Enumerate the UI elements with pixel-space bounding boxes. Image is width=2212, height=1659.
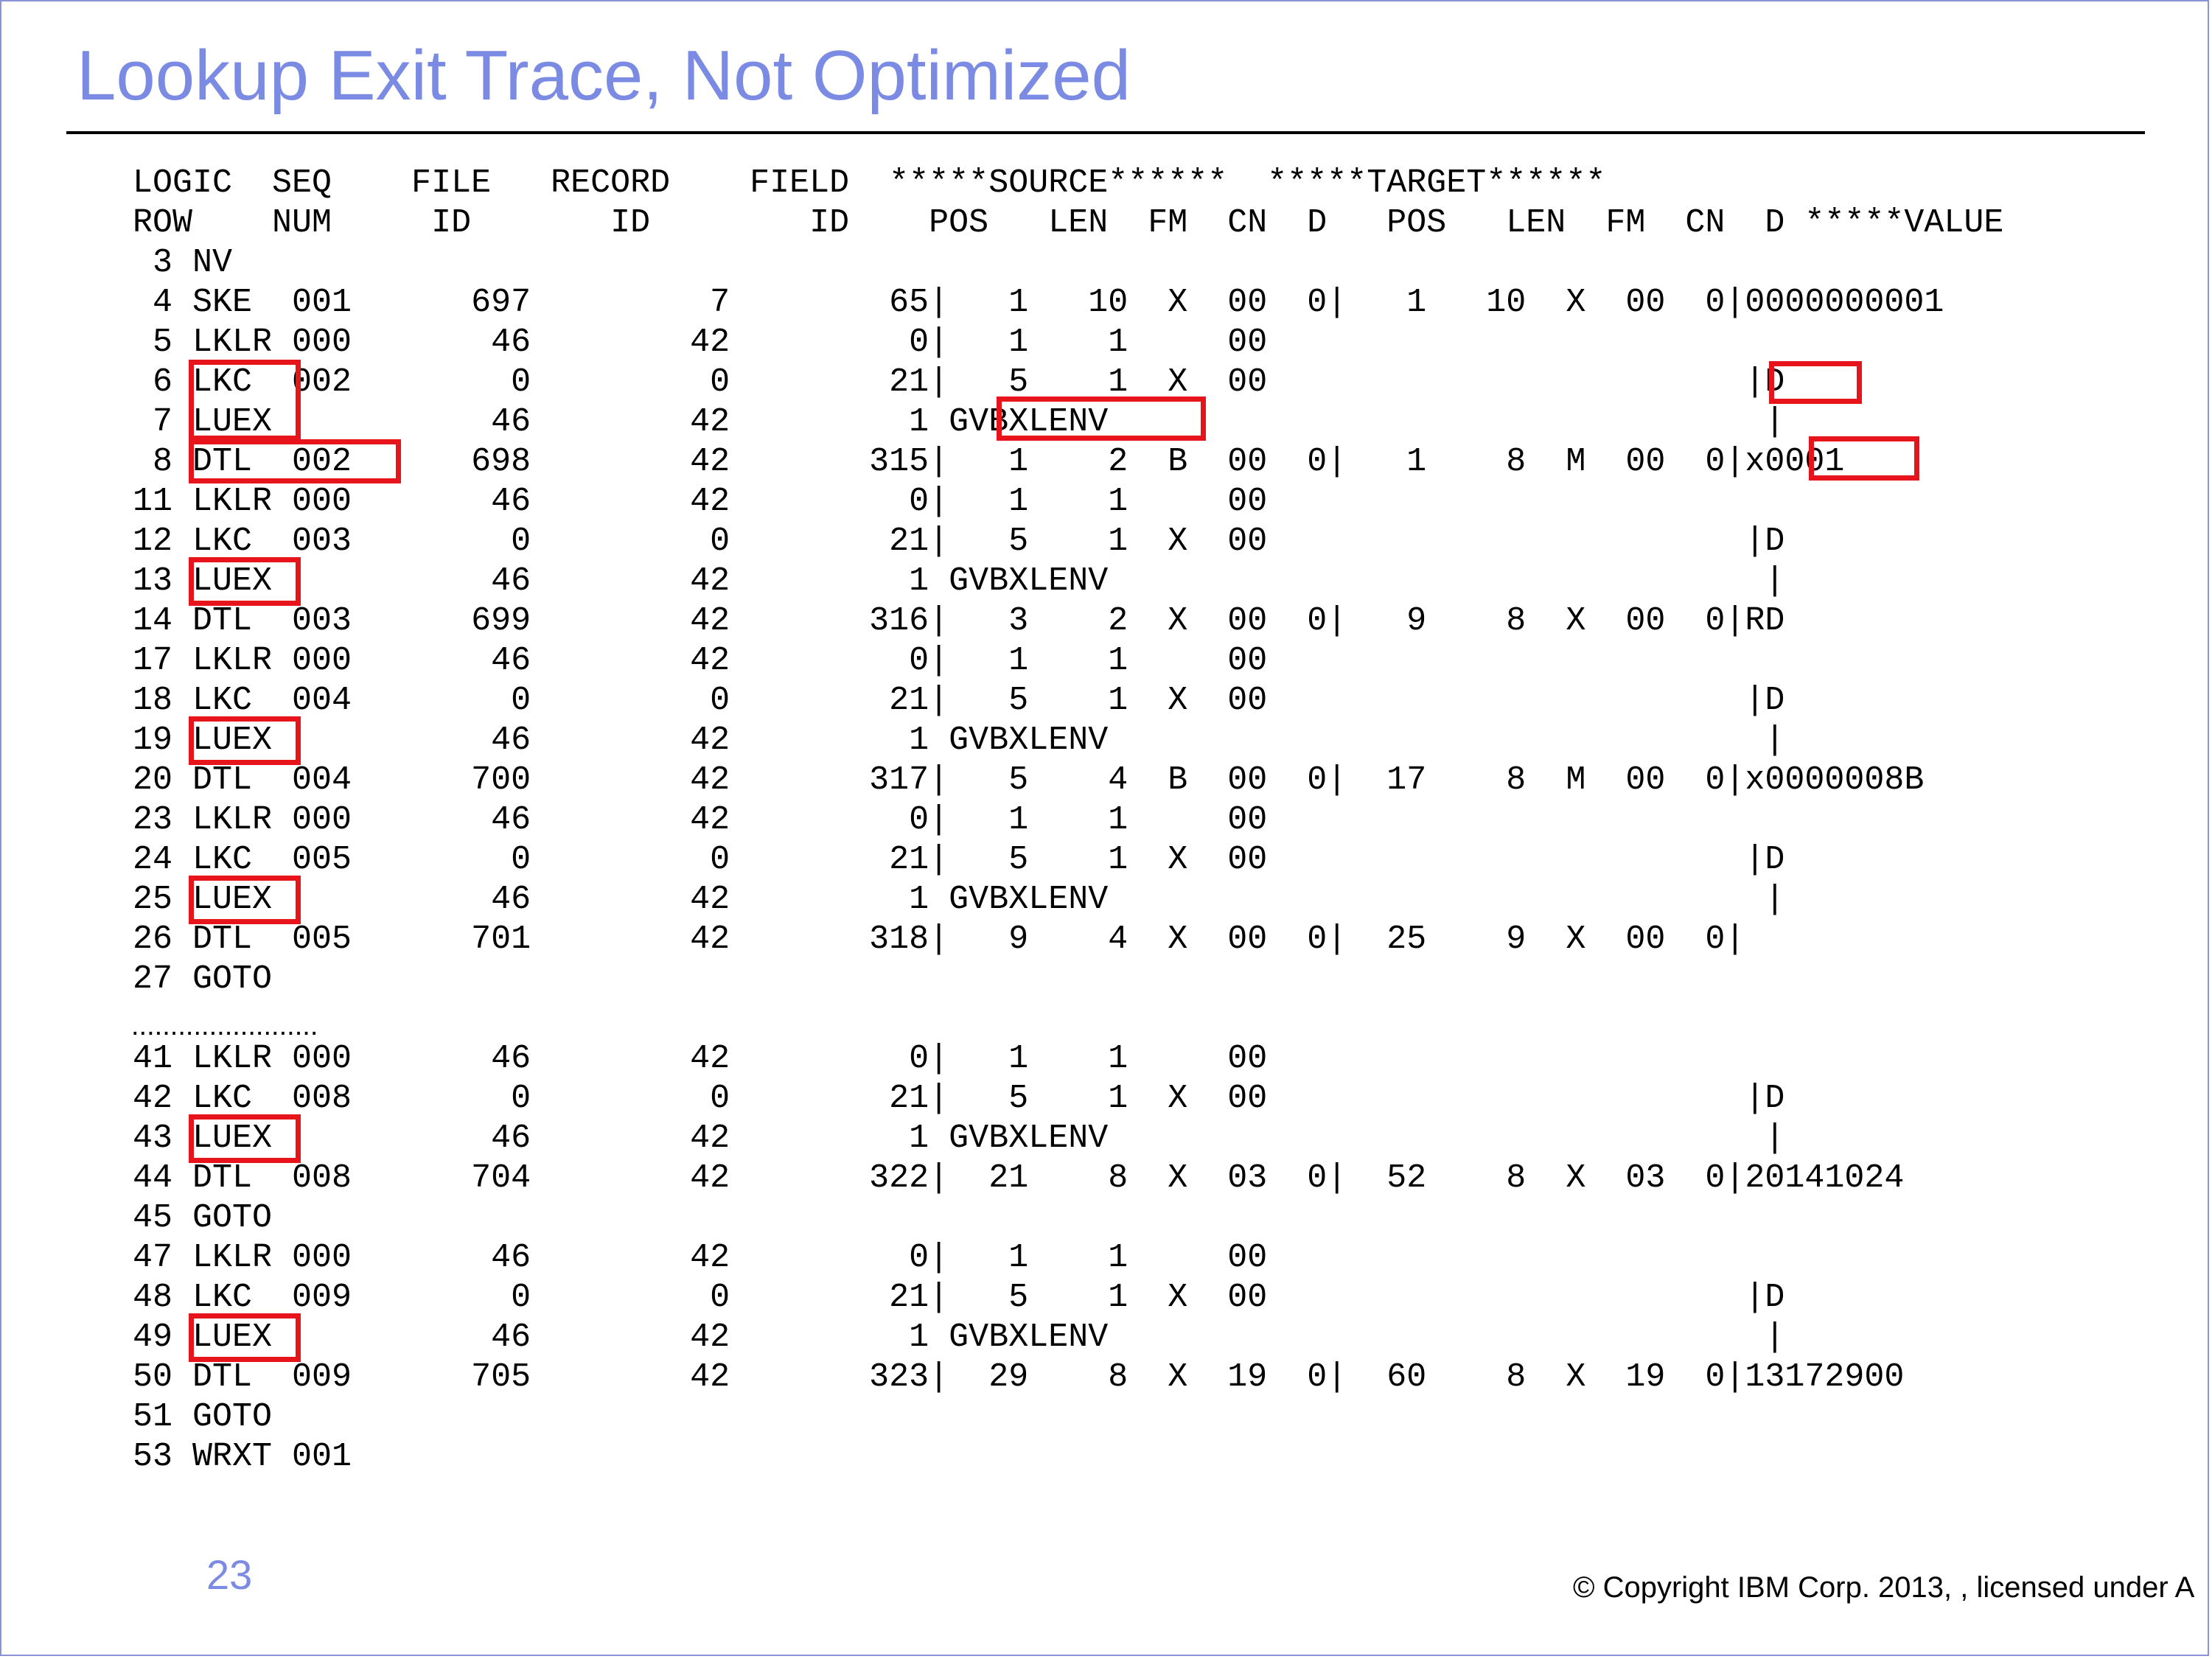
trace-row: 27 GOTO bbox=[133, 960, 273, 998]
highlight-luex-13 bbox=[189, 557, 301, 606]
trace-row: 17 LKLR 000 46 42 0| 1 1 00 bbox=[133, 642, 1268, 680]
highlight-value-d bbox=[1769, 361, 1862, 404]
highlight-dtl-002 bbox=[189, 439, 401, 483]
trace-header-line: ROW NUM ID ID ID POS LEN FM CN D POS LEN… bbox=[133, 204, 2004, 242]
trace-row: 53 WRXT 001 bbox=[133, 1438, 352, 1475]
trace-header-line: LOGIC SEQ FILE RECORD FIELD *****SOURCE*… bbox=[133, 164, 1606, 202]
highlight-luex-19 bbox=[189, 716, 301, 765]
trace-row: 7 LUEX 46 42 1 GVBXLENV | bbox=[133, 403, 1785, 441]
trace-listing: LOGIC SEQ FILE RECORD FIELD *****SOURCE*… bbox=[133, 164, 2003, 1477]
ellipsis-separator: ........................ bbox=[131, 1010, 318, 1041]
slide-title: Lookup Exit Trace, Not Optimized bbox=[77, 36, 1131, 115]
trace-row: 23 LKLR 000 46 42 0| 1 1 00 bbox=[133, 801, 1268, 839]
trace-row: 4 SKE 001 697 7 65| 1 10 X 00 0| 1 10 X … bbox=[133, 284, 1944, 321]
highlight-lkc-luex bbox=[189, 360, 301, 441]
trace-row: 43 LUEX 46 42 1 GVBXLENV | bbox=[133, 1120, 1785, 1157]
trace-row: 19 LUEX 46 42 1 GVBXLENV | bbox=[133, 722, 1785, 759]
ellipsis-spacer bbox=[133, 999, 2003, 1039]
trace-row: 25 LUEX 46 42 1 GVBXLENV | bbox=[133, 881, 1785, 918]
highlight-luex-49 bbox=[189, 1313, 301, 1362]
trace-row: 13 LUEX 46 42 1 GVBXLENV | bbox=[133, 562, 1785, 600]
trace-row: 48 LKC 009 0 0 21| 5 1 X 00 |D bbox=[133, 1279, 1785, 1316]
copyright-notice: © Copyright IBM Corp. 2013, , licensed u… bbox=[1573, 1571, 2195, 1604]
highlight-gvbxlenv bbox=[997, 397, 1206, 441]
trace-row: 3 NV bbox=[133, 244, 233, 282]
trace-row: 50 DTL 009 705 42 323| 29 8 X 19 0| 60 8… bbox=[133, 1358, 1905, 1396]
trace-row: 44 DTL 008 704 42 322| 21 8 X 03 0| 52 8… bbox=[133, 1159, 1905, 1197]
trace-row: 12 LKC 003 0 0 21| 5 1 X 00 |D bbox=[133, 523, 1785, 560]
trace-row: 45 GOTO bbox=[133, 1199, 273, 1237]
trace-row: 5 LKLR 000 46 42 0| 1 1 00 bbox=[133, 324, 1268, 361]
trace-row: 14 DTL 003 699 42 316| 3 2 X 00 0| 9 8 X… bbox=[133, 602, 1785, 640]
trace-row: 42 LKC 008 0 0 21| 5 1 X 00 |D bbox=[133, 1080, 1785, 1117]
trace-row: 11 LKLR 000 46 42 0| 1 1 00 bbox=[133, 483, 1268, 520]
highlight-luex-43 bbox=[189, 1114, 301, 1163]
trace-row: 49 LUEX 46 42 1 GVBXLENV | bbox=[133, 1319, 1785, 1356]
page-number: 23 bbox=[206, 1551, 253, 1598]
highlight-value-x0001 bbox=[1809, 436, 1919, 481]
trace-row: 8 DTL 002 698 42 315| 1 2 B 00 0| 1 8 M … bbox=[133, 443, 1845, 481]
trace-row: 26 DTL 005 701 42 318| 9 4 X 00 0| 25 9 … bbox=[133, 921, 1745, 958]
title-rule bbox=[66, 131, 2145, 134]
trace-row: 18 LKC 004 0 0 21| 5 1 X 00 |D bbox=[133, 682, 1785, 719]
trace-row: 6 LKC 002 0 0 21| 5 1 X 00 |D bbox=[133, 363, 1785, 401]
trace-row: 51 GOTO bbox=[133, 1398, 273, 1436]
trace-row: 47 LKLR 000 46 42 0| 1 1 00 bbox=[133, 1239, 1268, 1276]
trace-row: 20 DTL 004 700 42 317| 5 4 B 00 0| 17 8 … bbox=[133, 761, 1925, 799]
trace-row: 41 LKLR 000 46 42 0| 1 1 00 bbox=[133, 1040, 1268, 1078]
highlight-luex-25 bbox=[189, 876, 301, 924]
trace-row: 24 LKC 005 0 0 21| 5 1 X 00 |D bbox=[133, 841, 1785, 879]
